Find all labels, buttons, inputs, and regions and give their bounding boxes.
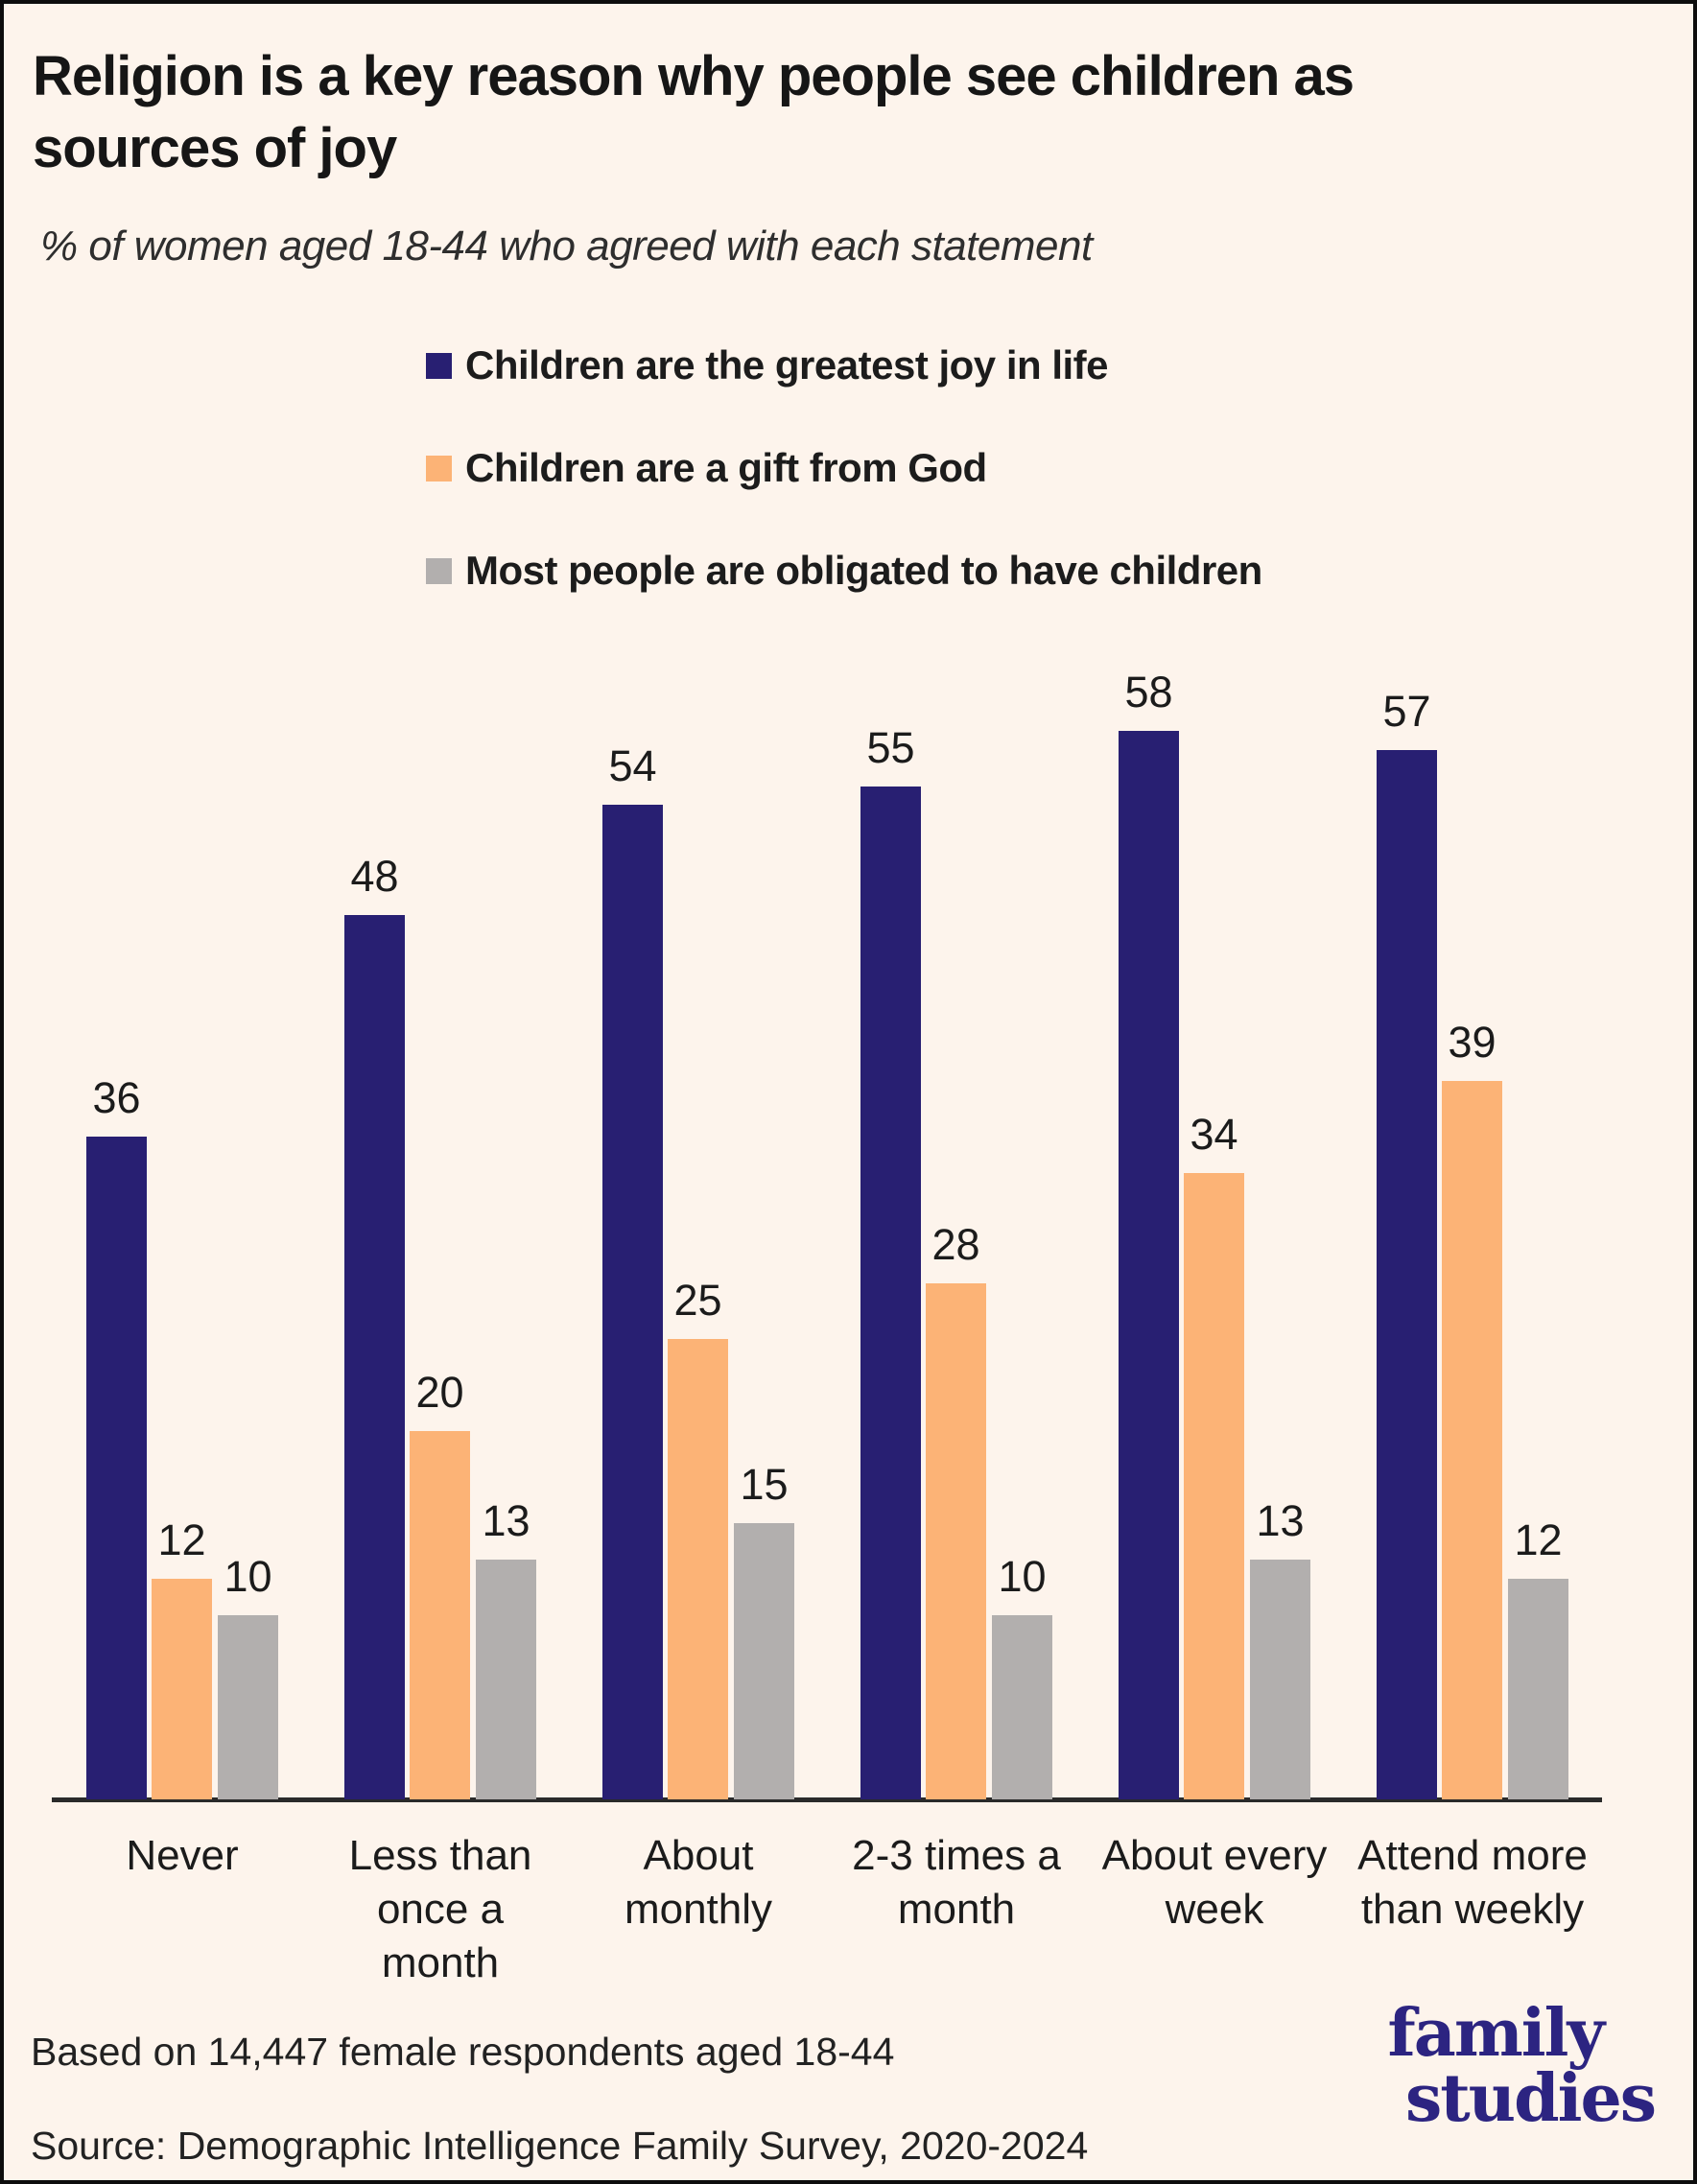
bar-value-label: 55 <box>866 723 915 772</box>
logo-word-family: family <box>1387 1995 1605 2072</box>
bar-value-label: 58 <box>1124 668 1173 716</box>
legend-swatch-icon <box>426 557 452 584</box>
legend-item-greatest-joy: Children are the greatest joy in life <box>426 340 1262 391</box>
chart-legend: Children are the greatest joy in life Chi… <box>426 340 1262 647</box>
bar-value-label: 15 <box>740 1460 789 1509</box>
bar-obligated <box>476 1560 536 1799</box>
x-axis-category-label: Less than once a month <box>348 1832 532 1986</box>
family-studies-logo: family studies <box>1387 1995 1657 2137</box>
bar-value-label: 48 <box>350 852 399 901</box>
bar-gift-from-god <box>926 1283 986 1799</box>
source-note: Source: Demographic Intelligence Family … <box>31 2124 1089 2168</box>
bar-value-label: 54 <box>608 741 657 790</box>
legend-item-gift-from-god: Children are a gift from God <box>426 442 1262 494</box>
bar-gift-from-god <box>1442 1081 1502 1799</box>
bar-gift-from-god <box>152 1579 212 1799</box>
bar-greatest-joy <box>344 915 405 1799</box>
x-axis-category-label: About monthly <box>624 1832 773 1933</box>
bar-greatest-joy <box>1377 750 1437 1799</box>
bar-gift-from-god <box>1184 1173 1244 1799</box>
bar-greatest-joy <box>86 1137 147 1799</box>
bar-value-label: 12 <box>157 1515 206 1564</box>
legend-swatch-icon <box>426 455 452 481</box>
x-axis-category-label: About every week <box>1101 1832 1328 1933</box>
bar-value-label: 13 <box>1256 1496 1305 1545</box>
bar-value-label: 20 <box>415 1368 464 1417</box>
page-title: Religion is a key reason why people see … <box>33 45 1355 180</box>
bar-value-label: 13 <box>482 1496 530 1545</box>
bar-value-label: 10 <box>998 1552 1047 1601</box>
bar-obligated <box>218 1615 278 1799</box>
bar-obligated <box>1250 1560 1310 1799</box>
bar-value-label: 12 <box>1514 1515 1563 1564</box>
bar-value-label: 10 <box>224 1552 272 1601</box>
legend-label: Children are the greatest joy in life <box>465 342 1109 387</box>
respondents-note: Based on 14,447 female respondents aged … <box>31 2030 895 2074</box>
chart-subtitle: % of women aged 18-44 who agreed with ea… <box>40 223 1093 270</box>
bar-value-label: 34 <box>1190 1110 1238 1159</box>
bar-greatest-joy <box>602 805 663 1799</box>
legend-item-obligated: Most people are obligated to have childr… <box>426 545 1262 597</box>
bar-gift-from-god <box>668 1339 728 1799</box>
bar-obligated <box>1508 1579 1568 1799</box>
bar-chart-plot: 36 12 10 Never 48 20 13 Less than once a month 5… <box>4 4 1693 2180</box>
legend-swatch-icon <box>426 352 452 379</box>
bar-value-label: 39 <box>1448 1018 1497 1067</box>
bar-value-label: 57 <box>1382 687 1431 736</box>
bar-greatest-joy <box>860 787 921 1799</box>
bar-gift-from-god <box>410 1431 470 1799</box>
legend-label: Children are a gift from God <box>465 445 987 490</box>
x-axis-line <box>52 1797 1602 1802</box>
bar-value-label: 25 <box>673 1276 722 1325</box>
bar-value-label: 36 <box>92 1073 141 1122</box>
logo-word-studies: studies <box>1404 2060 1657 2137</box>
bar-value-label: 28 <box>931 1220 980 1269</box>
bar-greatest-joy <box>1119 731 1179 1799</box>
legend-label: Most people are obligated to have childr… <box>465 548 1262 593</box>
x-axis-category-label: Never <box>126 1832 239 1879</box>
x-axis-category-label: Attend more than weekly <box>1357 1832 1588 1933</box>
x-axis-category-label: 2-3 times a month <box>852 1832 1061 1933</box>
bar-obligated <box>992 1615 1052 1799</box>
bar-obligated <box>734 1523 794 1799</box>
